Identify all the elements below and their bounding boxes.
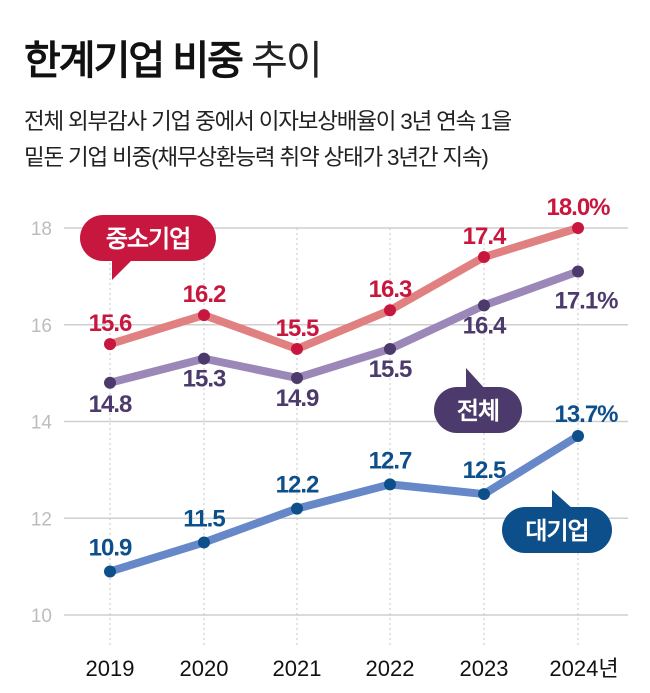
x-tick-label: 2024년 [549, 656, 618, 681]
data-point [104, 565, 116, 578]
chart-title: 한계기업 비중 추이 [24, 28, 323, 86]
data-point [384, 304, 396, 317]
data-point [104, 376, 116, 389]
data-point [291, 342, 303, 355]
data-point [478, 251, 490, 264]
data-label: 10.9 [89, 534, 132, 561]
y-tick-label: 16 [31, 316, 52, 337]
legend-bubble-중소기업: 중소기업 [80, 215, 216, 280]
data-point [291, 371, 303, 384]
data-point [478, 488, 490, 501]
bubble-body [80, 215, 216, 261]
data-label: 12.7 [369, 447, 412, 474]
data-point [198, 309, 210, 322]
x-tick-label: 2020 [180, 656, 229, 681]
x-tick-label: 2021 [273, 656, 322, 681]
bubble-tail [466, 368, 486, 390]
chart-subtitle: 전체 외부감사 기업 중에서 이자보상배율이 3년 연속 1을 밑돈 기업 비중… [24, 104, 644, 176]
data-point [291, 502, 303, 515]
data-point [572, 222, 584, 234]
data-label: 14.9 [276, 385, 319, 412]
legend-label: 대기업 [525, 518, 588, 545]
data-label: 15.3 [183, 366, 226, 393]
legend-bubble-전체: 전체 [434, 368, 522, 433]
x-tick-label: 2022 [366, 656, 415, 681]
data-point [478, 299, 490, 312]
y-tick-label: 14 [31, 413, 53, 434]
y-tick-label: 12 [31, 509, 52, 530]
data-point [198, 536, 210, 549]
series-line-대기업 [106, 432, 582, 576]
series-line-전체 [106, 267, 582, 387]
data-label: 15.6 [89, 310, 132, 337]
data-label: 12.5 [463, 457, 506, 484]
data-point [384, 478, 396, 491]
legend-label: 전체 [457, 398, 499, 425]
data-label: 16.3 [369, 276, 412, 303]
data-point [572, 430, 584, 443]
bubble-tail [552, 490, 574, 510]
data-label: 16.4 [463, 312, 507, 339]
data-label: 11.5 [183, 505, 225, 532]
data-point [104, 338, 116, 351]
data-point [198, 352, 210, 365]
data-label: 14.8 [89, 391, 132, 418]
bubble-tail [112, 258, 134, 280]
title-light: 추이 [251, 39, 323, 83]
series-line-중소기업 [106, 224, 582, 353]
data-label: 15.5 [369, 356, 412, 383]
data-label: 12.2 [276, 472, 319, 499]
y-tick-label: 10 [31, 606, 52, 627]
data-point [572, 265, 584, 278]
data-label: 17.4 [463, 223, 507, 250]
data-point [384, 342, 396, 355]
subtitle-line-1: 전체 외부감사 기업 중에서 이자보상배율이 3년 연속 1을 [24, 109, 512, 134]
x-tick-label: 2019 [86, 656, 135, 681]
bubble-body [502, 507, 612, 553]
data-label: 13.7% [554, 401, 618, 428]
bubble-body [434, 387, 522, 433]
data-label: 17.1% [554, 288, 618, 315]
legend-bubble-대기업: 대기업 [502, 490, 612, 553]
x-tick-label: 2023 [460, 656, 509, 681]
subtitle-line-2: 밑돈 기업 비중(채무상환능력 취약 상태가 3년간 지속) [24, 145, 489, 170]
data-label: 15.5 [276, 315, 319, 342]
data-label: 16.2 [183, 281, 226, 308]
legend-label: 중소기업 [106, 226, 190, 253]
y-tick-label: 18 [31, 219, 52, 240]
title-bold: 한계기업 비중 [24, 39, 244, 83]
data-label: 18.0% [546, 194, 610, 221]
